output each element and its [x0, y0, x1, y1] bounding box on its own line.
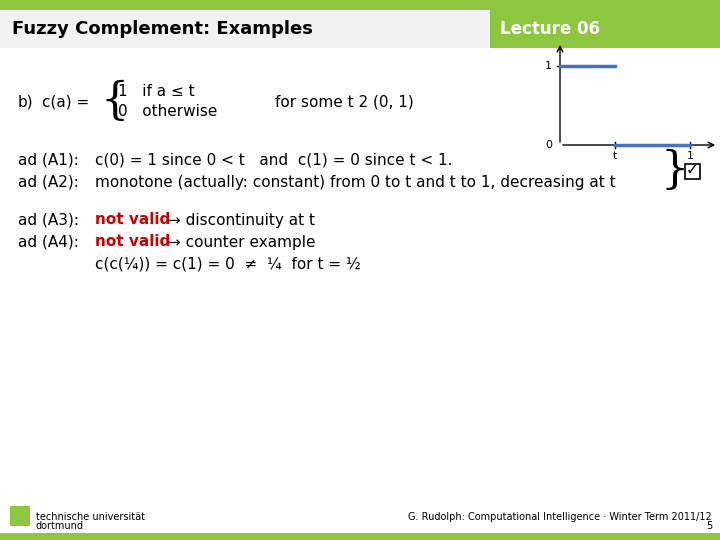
Text: → discontinuity at t: → discontinuity at t — [168, 213, 315, 227]
Text: G. Rudolph: Computational Intelligence · Winter Term 2011/12: G. Rudolph: Computational Intelligence ·… — [408, 512, 712, 522]
Text: 1   if a ≤ t: 1 if a ≤ t — [118, 84, 194, 99]
Text: c(0) = 1 since 0 < t   and  c(1) = 0 since t < 1.: c(0) = 1 since 0 < t and c(1) = 0 since … — [95, 152, 452, 167]
Bar — [685, 164, 700, 179]
Text: not valid: not valid — [95, 234, 170, 249]
Text: 5: 5 — [706, 521, 712, 531]
Text: b): b) — [18, 94, 34, 110]
Text: → counter example: → counter example — [168, 234, 315, 249]
Text: dortmund: dortmund — [36, 521, 84, 531]
Text: not valid: not valid — [95, 213, 170, 227]
Text: ad (A3):: ad (A3): — [18, 213, 79, 227]
Text: }: } — [660, 148, 688, 192]
Bar — [490, 10, 720, 48]
Text: c(c(¼)) = c(1) = 0  ≠  ¼  for t = ½: c(c(¼)) = c(1) = 0 ≠ ¼ for t = ½ — [95, 256, 361, 272]
Text: ad (A4):: ad (A4): — [18, 234, 79, 249]
Text: {: { — [100, 79, 128, 123]
Text: Lecture 06: Lecture 06 — [500, 20, 600, 38]
Bar — [0, 10, 490, 48]
Text: monotone (actually: constant) from 0 to t and t to 1, decreasing at t: monotone (actually: constant) from 0 to … — [95, 174, 616, 190]
Text: for some t 2 (0, 1): for some t 2 (0, 1) — [275, 94, 414, 110]
Text: c(a) =: c(a) = — [42, 94, 89, 110]
Text: 1: 1 — [545, 61, 552, 71]
Bar — [0, 533, 720, 540]
Text: ✓: ✓ — [685, 163, 698, 178]
Bar — [0, 0, 720, 10]
Text: 1: 1 — [687, 151, 694, 161]
Bar — [10, 506, 30, 526]
Text: technische universität: technische universität — [36, 512, 145, 522]
Text: Fuzzy Complement: Examples: Fuzzy Complement: Examples — [12, 20, 313, 38]
Text: ad (A1):: ad (A1): — [18, 152, 79, 167]
Text: ad (A2):: ad (A2): — [18, 174, 79, 190]
Text: 0: 0 — [545, 140, 552, 150]
Text: t: t — [613, 151, 617, 161]
Text: 0   otherwise: 0 otherwise — [118, 105, 217, 119]
